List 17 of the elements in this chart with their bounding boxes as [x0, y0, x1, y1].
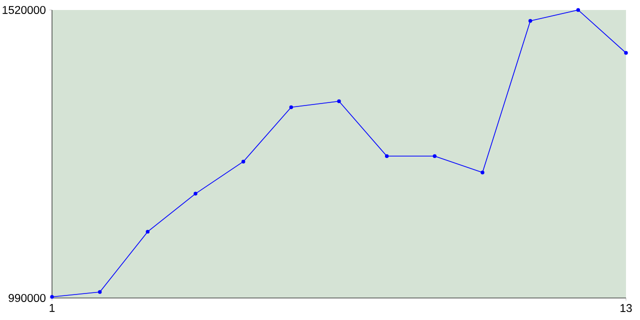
point	[528, 18, 532, 23]
point	[576, 8, 580, 12]
y-tick-label: 990000	[8, 294, 46, 302]
point	[50, 295, 54, 299]
point	[146, 230, 150, 234]
x-tick-label: 13	[620, 304, 632, 312]
point	[98, 290, 102, 294]
point	[384, 154, 389, 158]
point	[432, 154, 437, 158]
point	[194, 192, 198, 196]
x-tick-label: 1	[50, 304, 55, 312]
point	[289, 105, 294, 110]
point	[624, 51, 628, 55]
point	[337, 99, 341, 104]
point	[241, 160, 246, 164]
point	[480, 170, 484, 174]
y-tick-label: 1520000	[2, 6, 46, 14]
